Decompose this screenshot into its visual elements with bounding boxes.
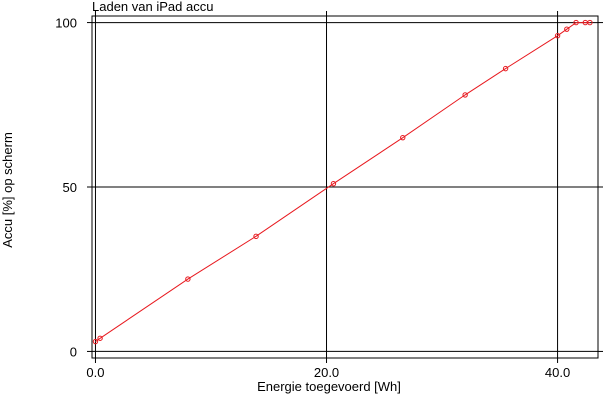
series xyxy=(92,19,593,345)
series-line xyxy=(95,22,590,343)
data-point xyxy=(462,92,468,98)
chart-title: Laden van iPad accu xyxy=(92,0,213,14)
y-tick-label: 100 xyxy=(55,16,77,31)
x-tick-label: 0.0 xyxy=(86,365,104,380)
y-tick-label: 0 xyxy=(70,344,77,359)
x-tick-label: 20.0 xyxy=(314,365,339,380)
data-point xyxy=(330,181,337,187)
data-point xyxy=(502,65,509,72)
data-point xyxy=(587,19,593,26)
data-point xyxy=(92,338,99,345)
data-point xyxy=(400,134,406,141)
data-point xyxy=(253,233,259,240)
data-point xyxy=(97,335,103,341)
data-point xyxy=(564,26,570,32)
axes: 0.0 20.0 40.0 0 50 100 xyxy=(55,11,603,380)
y-axis-label: Accu [%] op scherm xyxy=(0,132,15,248)
y-tick-label: 50 xyxy=(63,180,77,195)
data-point xyxy=(554,33,561,39)
grid xyxy=(92,16,598,358)
x-axis-label: Energie toegevoerd [Wh] xyxy=(257,379,401,394)
data-point xyxy=(573,19,579,26)
data-point xyxy=(185,276,191,282)
x-tick-label: 40.0 xyxy=(545,365,570,380)
